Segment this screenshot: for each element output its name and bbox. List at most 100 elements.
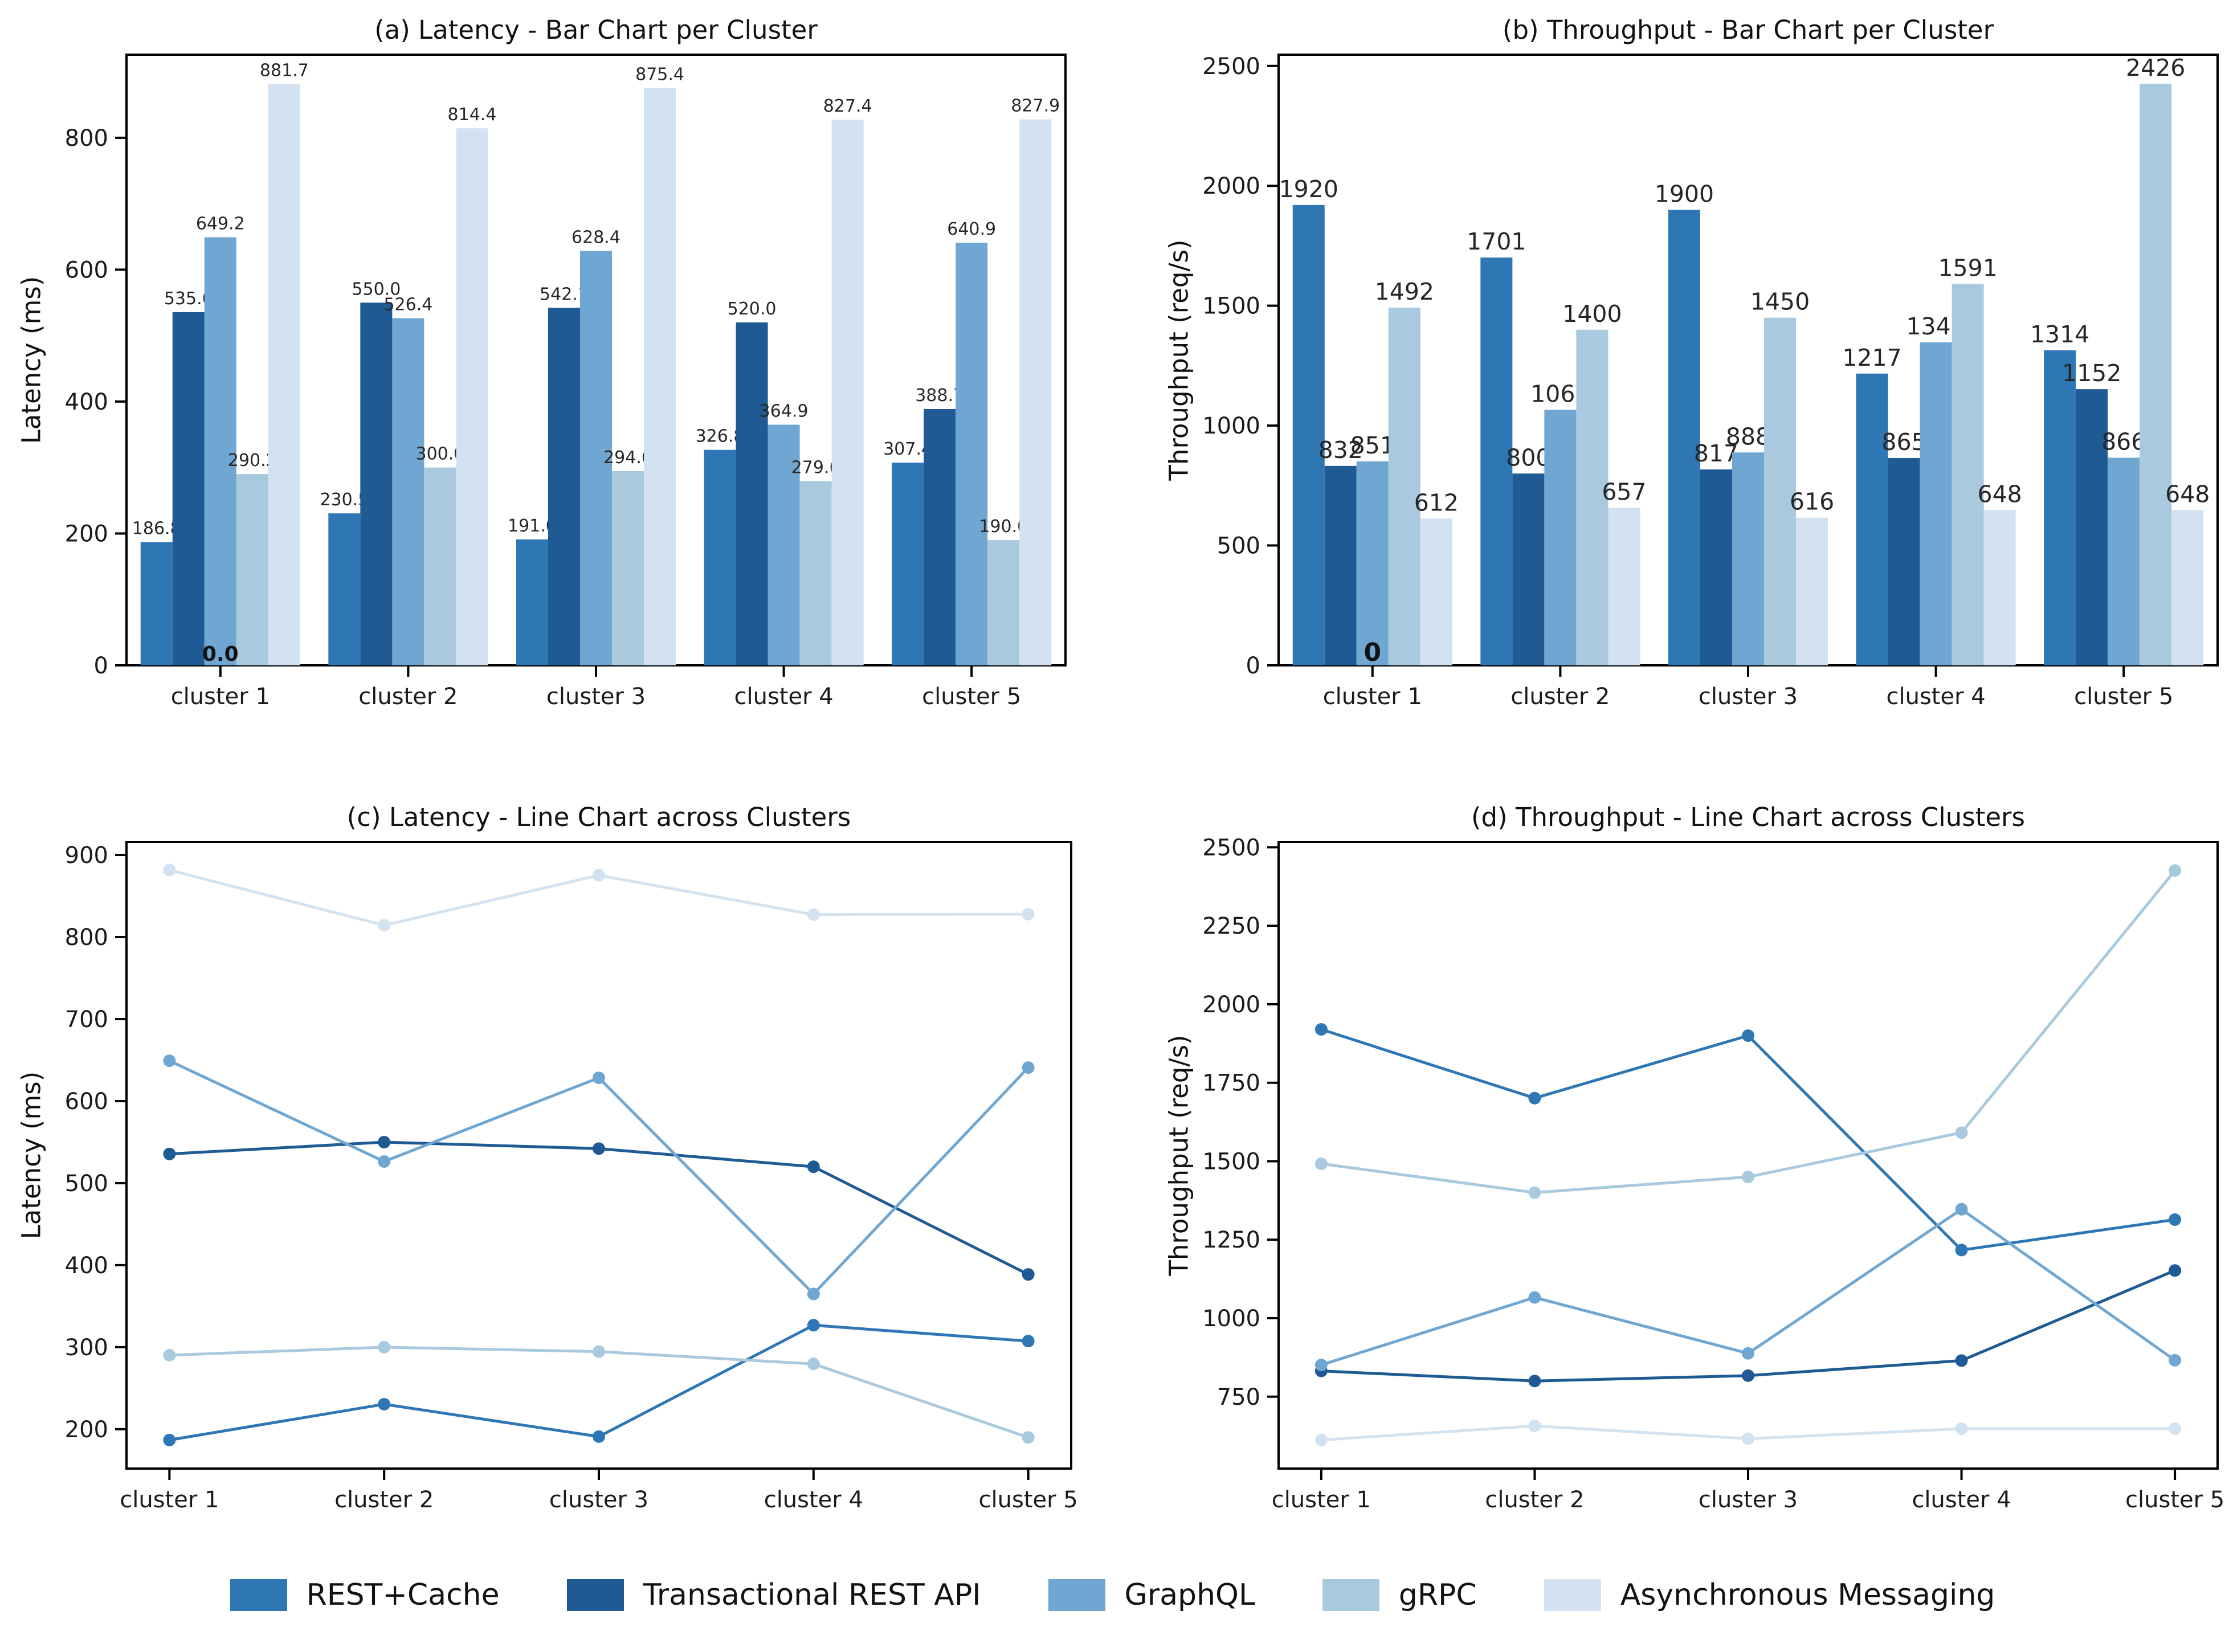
bar-cluster5-s1 — [2076, 389, 2108, 665]
y-tick-label: 900 — [65, 843, 108, 869]
legend-item-0: REST+Cache — [230, 1578, 500, 1612]
marker-s1-cluster5 — [1022, 1268, 1035, 1281]
x-tick-label: cluster 3 — [546, 684, 646, 710]
x-tick-label: cluster 5 — [2074, 684, 2173, 710]
marker-s4-cluster3 — [1742, 1432, 1754, 1445]
marker-s3-cluster2 — [378, 1340, 391, 1354]
chart-b-plot: 0 500 1000 1500 2000 2500 cluster 1 cluster 2 cl… — [1202, 54, 2219, 710]
bar-cluster3-s0 — [1668, 210, 1700, 665]
x-tick-label: cluster 5 — [2125, 1487, 2224, 1513]
x-tick-label: cluster 2 — [358, 684, 458, 710]
bar-cluster1-s4 — [268, 84, 300, 665]
bar-value-label: 2426 — [2126, 54, 2185, 81]
legend-label: Transactional REST API — [643, 1578, 981, 1612]
x-tick-label: cluster 4 — [734, 684, 833, 710]
bar-cluster3-s2 — [1732, 452, 1765, 665]
y-tick-label: 1500 — [1202, 293, 1260, 320]
bar-value-label: 1900 — [1655, 180, 1714, 207]
y-tick-label: 1000 — [1202, 413, 1260, 439]
bar-cluster3-s2 — [579, 251, 613, 665]
bar-value-label: 865 — [1881, 428, 1926, 456]
chart-c-title: (c) Latency - Line Chart across Clusters — [346, 802, 851, 832]
chart-d-panel: (d) Throughput - Line Chart across Clust… — [1112, 741, 2225, 1538]
bar-value-label: 888 — [1726, 423, 1770, 450]
bar-cluster1-s1 — [172, 312, 205, 665]
y-tick-label: 500 — [1217, 533, 1260, 559]
y-tick-label: 0 — [94, 653, 108, 679]
bar-cluster3-s0 — [516, 539, 548, 665]
bar-value-label: 616 — [1790, 488, 1834, 516]
marker-s0-cluster1 — [1314, 1023, 1328, 1036]
chart-a-panel: (a) Latency - Bar Chart per Cluster Late… — [0, 0, 1112, 741]
legend-item-3: gRPC — [1322, 1578, 1477, 1612]
y-tick-label: 600 — [65, 257, 108, 283]
x-tick-label: cluster 4 — [764, 1487, 863, 1513]
legend-swatch-icon — [1048, 1579, 1105, 1611]
marker-s2-cluster1 — [163, 1054, 176, 1068]
bar-cluster1-s1 — [1324, 465, 1357, 665]
marker-s0-cluster4 — [1955, 1244, 1968, 1257]
marker-s2-cluster4 — [1955, 1203, 1968, 1216]
bar-value-label: 817 — [1694, 440, 1738, 467]
bar-value-label: 648 — [2165, 480, 2210, 508]
bar-cluster4-s3 — [1952, 284, 1984, 665]
marker-s3-cluster4 — [807, 1357, 820, 1371]
marker-s4-cluster5 — [1022, 907, 1035, 921]
bar-cluster5-s2 — [956, 243, 988, 665]
bar-cluster3-s4 — [1796, 517, 1828, 665]
bar-value-label: 1314 — [2030, 321, 2089, 348]
bar-cluster2-s0 — [1480, 257, 1513, 665]
marker-s1-cluster4 — [807, 1160, 820, 1173]
bar-value-label: 520.0 — [728, 299, 777, 319]
x-tick-label: cluster 2 — [334, 1487, 434, 1513]
bar-value-label: 526.4 — [383, 295, 432, 315]
bar-cluster2-s2 — [392, 318, 424, 665]
marker-s2-cluster2 — [1528, 1291, 1541, 1304]
bar-cluster1-s0 — [140, 542, 173, 665]
x-tick-label: cluster 5 — [922, 684, 1021, 710]
bar-value-label: 640.9 — [947, 219, 996, 239]
marker-s2-cluster4 — [807, 1287, 820, 1301]
marker-s3-cluster5 — [1022, 1431, 1035, 1444]
y-tick-label: 750 — [1217, 1384, 1260, 1410]
marker-s0-cluster2 — [378, 1397, 391, 1410]
chart-d-title: (d) Throughput - Line Chart across Clust… — [1471, 802, 2025, 832]
legend-item-1: Transactional REST API — [566, 1578, 981, 1612]
bar-cluster5-s1 — [924, 409, 956, 665]
y-tick-label: 200 — [65, 521, 108, 547]
x-tick-label: cluster 1 — [1272, 1487, 1371, 1513]
y-tick-label: 400 — [65, 389, 108, 415]
bar-value-label: 649.2 — [196, 214, 245, 234]
marker-s1-cluster2 — [1528, 1375, 1541, 1388]
bar-value-label: 866 — [2101, 428, 2146, 456]
bar-cluster5-s0 — [892, 463, 924, 665]
marker-s0-cluster1 — [163, 1433, 176, 1446]
bar-value-label: 648 — [1978, 480, 2022, 508]
bar-value-label: 851 — [1350, 432, 1395, 459]
marker-s2-cluster1 — [1314, 1359, 1328, 1372]
bar-value-label: 364.9 — [760, 402, 809, 422]
line-series-s2 — [1321, 1207, 2176, 1367]
bar-cluster5-s0 — [2044, 350, 2076, 665]
chart-c-panel: (c) Latency - Line Chart across Clusters… — [0, 741, 1112, 1538]
bar-cluster3-s3 — [1764, 317, 1797, 665]
bar-value-label: 1701 — [1467, 228, 1526, 255]
bar-cluster1-s2 — [1356, 461, 1389, 665]
bar-cluster4-s2 — [767, 424, 800, 665]
marker-s4-cluster1 — [1314, 1433, 1328, 1446]
legend-item-4: Asynchronous Messaging — [1544, 1578, 1995, 1612]
bar-cluster3-s3 — [612, 471, 644, 665]
line-series-s0 — [169, 1323, 1028, 1442]
bar-cluster1-s0 — [1292, 205, 1325, 665]
zero-annotation: 0 — [1363, 638, 1381, 667]
marker-s0-cluster3 — [593, 1430, 605, 1443]
marker-s4-cluster5 — [2169, 1422, 2182, 1436]
y-tick-label: 1000 — [1202, 1306, 1260, 1332]
chart-d-plot: 750 1000 1250 1500 1750 2000 2250 2500 cluster 1… — [1202, 835, 2224, 1513]
bar-cluster1-s2 — [204, 237, 236, 665]
marker-s2-cluster5 — [2169, 1354, 2182, 1367]
marker-s4-cluster4 — [1955, 1422, 1968, 1436]
plot-frame — [125, 841, 1072, 1470]
y-tick-label: 2000 — [1202, 992, 1260, 1018]
marker-s1-cluster3 — [593, 1142, 605, 1155]
